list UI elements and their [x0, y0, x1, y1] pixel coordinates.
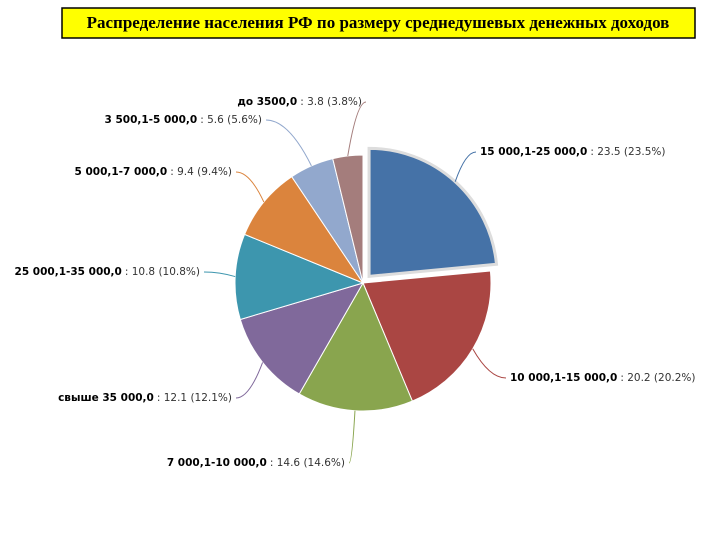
slice-value: : 14.6 (14.6%) — [270, 457, 345, 469]
pie: 15 000,1-25 000,0: 23.5 (23.5%) 10 000,1-… — [15, 96, 696, 469]
slice-value: : 20.2 (20.2%) — [620, 372, 695, 384]
slice-value: : 5.6 (5.6%) — [200, 114, 262, 126]
slice-name: 7 000,1-10 000,0 — [167, 457, 267, 469]
slice-name: 15 000,1-25 000,0 — [480, 146, 587, 158]
pie-slice — [298, 281, 414, 412]
slice-value: : 3.8 (3.8%) — [300, 96, 362, 108]
slice-value: : 10.8 (10.8%) — [125, 266, 200, 278]
slice-label: 15 000,1-25 000,0: 23.5 (23.5%) — [480, 146, 665, 158]
slice-label: 25 000,1-35 000,0: 10.8 (10.8%) — [15, 266, 200, 278]
slice-label: свыше 35 000,0: 12.1 (12.1%) — [58, 392, 232, 404]
slice-label: 3 500,1-5 000,0: 5.6 (5.6%) — [105, 114, 263, 126]
leader-line — [265, 119, 312, 167]
slice-value: : 9.4 (9.4%) — [170, 166, 232, 178]
pie-slice — [362, 270, 492, 402]
slice-label: до 3500,0: 3.8 (3.8%) — [237, 96, 362, 108]
chart-title: Распределение населения РФ по размеру ср… — [87, 13, 670, 32]
leader-line — [347, 101, 367, 156]
slice-name: 5 000,1-7 000,0 — [75, 166, 168, 178]
leader-line — [235, 362, 264, 399]
title-box — [61, 7, 696, 39]
leader-line — [203, 271, 236, 278]
slice-name: 3 500,1-5 000,0 — [105, 114, 198, 126]
leader-line — [472, 348, 507, 379]
slice-label: 5 000,1-7 000,0: 9.4 (9.4%) — [75, 166, 233, 178]
slice-label: 10 000,1-15 000,0: 20.2 (20.2%) — [510, 372, 695, 384]
slice-name: свыше 35 000,0 — [58, 392, 154, 404]
slice-value: : 23.5 (23.5%) — [590, 146, 665, 158]
leader-line — [454, 151, 477, 182]
slice-name: 25 000,1-35 000,0 — [15, 266, 122, 278]
slice-label: 7 000,1-10 000,0: 14.6 (14.6%) — [167, 457, 345, 469]
slice-name: до 3500,0 — [237, 96, 297, 108]
leader-line — [348, 410, 356, 464]
pie-slice — [243, 175, 365, 285]
leader-line — [235, 171, 265, 203]
slice-value: : 12.1 (12.1%) — [157, 392, 232, 404]
pie-slice — [367, 146, 499, 278]
slice-name: 10 000,1-15 000,0 — [510, 372, 617, 384]
